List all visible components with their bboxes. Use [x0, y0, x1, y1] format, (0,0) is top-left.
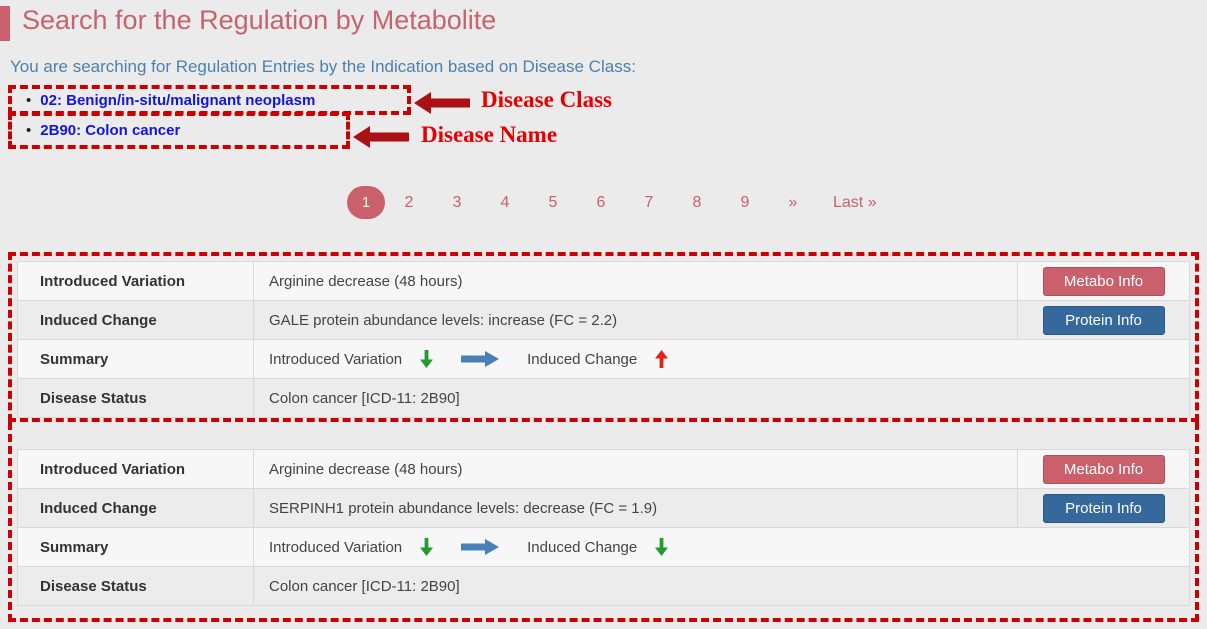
disease-name-annotation: Disease Name [421, 122, 558, 147]
row-label: Introduced Variation [17, 261, 254, 301]
row-label: Disease Status [17, 566, 254, 606]
disease-class-annotation: Disease Class [481, 87, 612, 112]
action-cell: Protein Info [1017, 300, 1190, 340]
pagination-page-3[interactable]: 3 [452, 193, 462, 211]
pagination-page-8[interactable]: 8 [692, 193, 702, 211]
action-cell: Metabo Info [1017, 261, 1190, 301]
summary-value: Introduced Variation Induced Change [253, 339, 1190, 379]
row-label: Introduced Variation [17, 449, 254, 489]
row-label: Disease Status [17, 378, 254, 418]
change-direction-arrow-icon [655, 538, 669, 556]
variation-direction-arrow-icon [420, 538, 434, 556]
pagination-next-link[interactable]: » [788, 193, 798, 211]
pagination-page-7[interactable]: 7 [644, 193, 654, 211]
variation-direction-arrow-icon [420, 350, 434, 368]
pagination-page-1-current[interactable]: 1 [347, 186, 385, 219]
page-title: Search for the Regulation by Metabolite [22, 5, 497, 35]
row-label: Summary [17, 527, 254, 567]
protein-info-button[interactable]: Protein Info [1042, 305, 1165, 335]
table-row-induced-change: Induced Change GALE protein abundance le… [17, 300, 1190, 340]
bullet-icon: • [26, 91, 32, 109]
induced-change-value: GALE protein abundance levels: increase … [253, 300, 1018, 340]
disease-name-left-arrow-icon [353, 126, 409, 148]
disease-name-link[interactable]: 2B90: Colon cancer [40, 122, 181, 139]
disease-class-left-arrow-icon [414, 92, 470, 114]
pagination: 1 2 3 4 5 6 7 8 9 » Last » [347, 186, 877, 219]
summary-from-label: Introduced Variation [269, 350, 403, 368]
disease-class-box: • 02: Benign/in-situ/malignant neoplasm [8, 85, 411, 115]
right-arrow-icon [461, 351, 500, 367]
disease-name-box: • 2B90: Colon cancer [8, 112, 350, 149]
metabo-info-button[interactable]: Metabo Info [1042, 266, 1165, 296]
page-subtitle: You are searching for Regulation Entries… [10, 57, 636, 76]
result-table-1: Introduced Variation Arginine decrease (… [17, 261, 1190, 418]
summary-to-label: Induced Change [527, 350, 638, 368]
disease-class-link[interactable]: 02: Benign/in-situ/malignant neoplasm [40, 91, 316, 109]
result-table-2: Introduced Variation Arginine decrease (… [17, 449, 1190, 606]
introduced-variation-value: Arginine decrease (48 hours) [253, 449, 1018, 489]
pagination-page-6[interactable]: 6 [596, 193, 606, 211]
pagination-page-9[interactable]: 9 [740, 193, 750, 211]
title-accent-bar [0, 6, 10, 41]
action-cell: Protein Info [1017, 488, 1190, 528]
table-row-introduced-variation: Introduced Variation Arginine decrease (… [17, 261, 1190, 301]
summary-to-label: Induced Change [527, 538, 638, 556]
row-label: Induced Change [17, 300, 254, 340]
pagination-last-link[interactable]: Last » [833, 193, 877, 211]
summary-value: Introduced Variation Induced Change [253, 527, 1190, 567]
pagination-page-5[interactable]: 5 [548, 193, 558, 211]
induced-change-value: SERPINH1 protein abundance levels: decre… [253, 488, 1018, 528]
table-row-disease-status: Disease Status Colon cancer [ICD-11: 2B9… [17, 566, 1190, 606]
result-card-1: Introduced Variation Arginine decrease (… [8, 252, 1199, 422]
result-card-2: Introduced Variation Arginine decrease (… [8, 422, 1199, 622]
disease-status-value: Colon cancer [ICD-11: 2B90] [253, 378, 1190, 418]
protein-info-button[interactable]: Protein Info [1042, 493, 1165, 523]
table-row-introduced-variation: Introduced Variation Arginine decrease (… [17, 449, 1190, 489]
bullet-icon: • [26, 122, 32, 139]
table-row-summary: Summary Introduced Variation Induced Cha… [17, 339, 1190, 379]
metabo-info-button[interactable]: Metabo Info [1042, 454, 1165, 484]
table-row-summary: Summary Introduced Variation Induced Cha… [17, 527, 1190, 567]
pagination-page-2[interactable]: 2 [404, 193, 414, 211]
change-direction-arrow-icon [655, 350, 669, 368]
action-cell: Metabo Info [1017, 449, 1190, 489]
summary-from-label: Introduced Variation [269, 538, 403, 556]
table-row-induced-change: Induced Change SERPINH1 protein abundanc… [17, 488, 1190, 528]
disease-status-value: Colon cancer [ICD-11: 2B90] [253, 566, 1190, 606]
right-arrow-icon [461, 539, 500, 555]
pagination-page-4[interactable]: 4 [500, 193, 510, 211]
row-label: Induced Change [17, 488, 254, 528]
introduced-variation-value: Arginine decrease (48 hours) [253, 261, 1018, 301]
table-row-disease-status: Disease Status Colon cancer [ICD-11: 2B9… [17, 378, 1190, 418]
row-label: Summary [17, 339, 254, 379]
